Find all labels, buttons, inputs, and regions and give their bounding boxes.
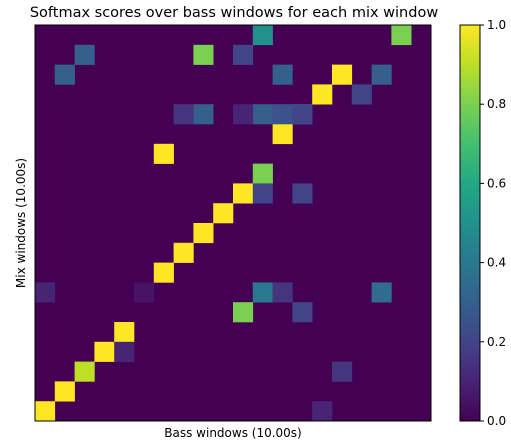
heatmap-cell [371,282,392,303]
colorbar-tick-label: 0.4 [487,256,506,270]
heatmap-cell [292,104,313,125]
heatmap-cell [252,163,273,184]
colorbar-tick-label: 0.6 [487,176,506,190]
plot-frame [34,24,432,422]
heatmap-cell [35,401,56,422]
heatmap-cell [252,282,273,303]
heatmap-cell [54,64,75,85]
heatmap-cell [272,104,293,125]
colorbar-tick-label: 0.8 [487,97,506,111]
heatmap-cell [332,64,353,85]
heatmap-cell [233,302,254,323]
heatmap-cell [272,282,293,303]
heatmap-cell [332,361,353,382]
heatmap-cell [292,302,313,323]
heatmap-cell [173,242,194,263]
chart-title: Softmax scores over bass windows for eac… [30,5,438,21]
heatmap-cell [193,104,214,125]
heatmap-cell [213,203,234,224]
heatmap-cell [391,25,412,46]
colorbar-tick-label: 1.0 [487,18,506,32]
x-axis-label: Bass windows (10.00s) [164,426,301,440]
heatmap-cell [94,341,115,362]
heatmap-cell [233,183,254,204]
heatmap-cell [252,104,273,125]
heatmap-cell [193,223,214,244]
heatmap-cell [252,25,273,46]
heatmap-cell [74,361,95,382]
heatmap-cell [153,143,174,164]
heatmap-cell [193,44,214,65]
heatmap-cell [371,64,392,85]
heatmap-cell [292,183,313,204]
heatmap-cell [252,183,273,204]
heatmap-cells [35,25,431,422]
heatmap-cell [351,84,372,105]
colorbar-tick-label: 0.2 [487,335,506,349]
heatmap-cell [272,64,293,85]
heatmap-cell [134,282,155,303]
colorbar-ticks: 0.0 0.2 0.4 0.6 0.8 1.0 [480,18,506,428]
heatmap-cell [312,84,333,105]
heatmap-cell [35,282,56,303]
y-axis-label: Mix windows (10.00s) [14,158,28,288]
heatmap-cell [54,381,75,402]
colorbar-tick-label: 0.0 [487,414,506,428]
heatmap-cell [233,44,254,65]
heatmap-cell [114,341,135,362]
heatmap-cell [173,104,194,125]
heatmap-cell [74,44,95,65]
heatmap-cell [153,262,174,283]
colorbar [459,24,481,422]
heatmap-cell [272,124,293,145]
heatmap-cell [312,401,333,422]
heatmap-cell [233,104,254,125]
heatmap-cell [114,322,135,343]
